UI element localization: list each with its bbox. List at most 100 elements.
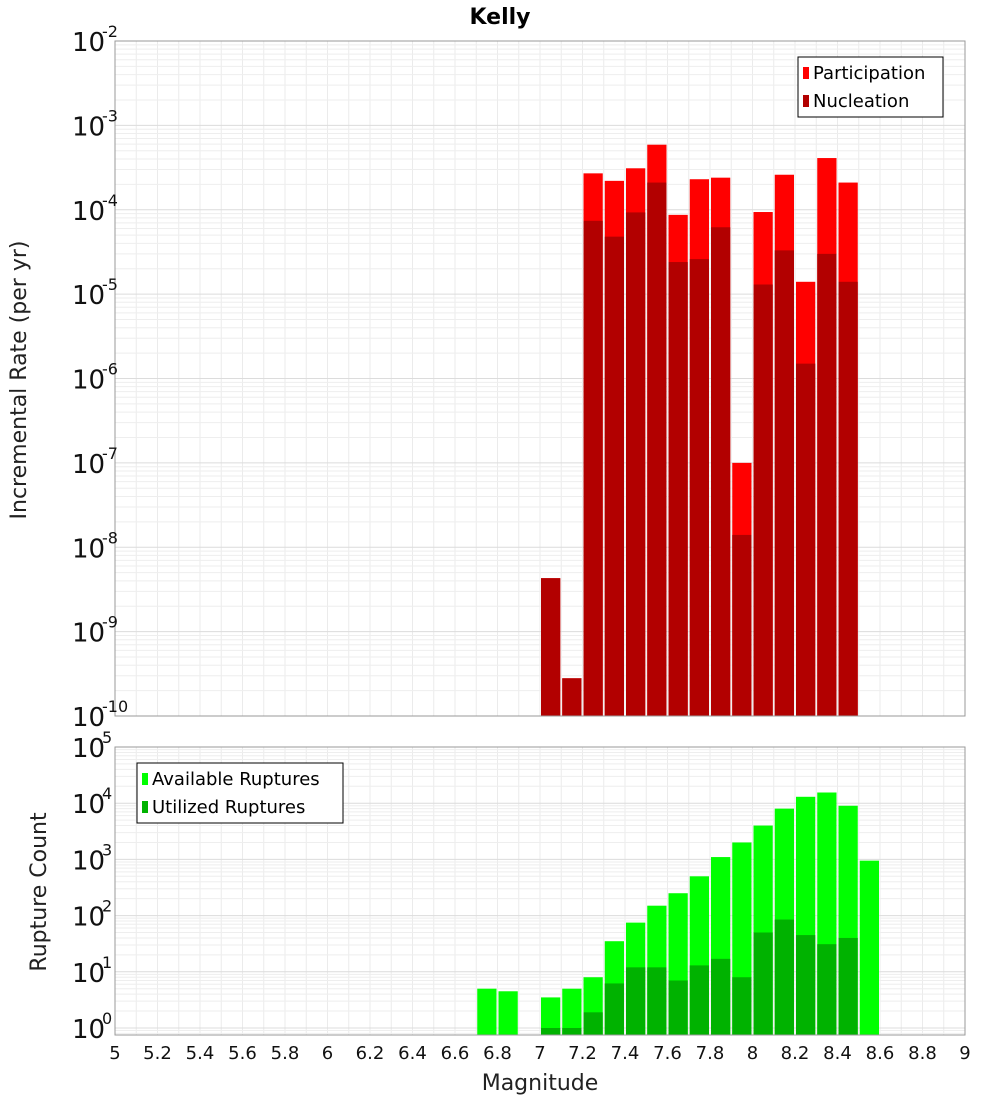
y-tick-exponent: 4 [102, 784, 112, 803]
y-tick-base: 10 [72, 959, 105, 989]
y-tick-base: 10 [72, 366, 105, 396]
bar-utilized-ruptures [562, 1027, 582, 1035]
y-tick-label: 10-10 [72, 697, 128, 733]
y-tick-base: 10 [72, 28, 105, 58]
x-tick-label: 6.2 [356, 1043, 385, 1064]
bar-utilized-ruptures [838, 937, 858, 1035]
bar-nucleation [604, 236, 624, 716]
bottom-plot-frame [114, 746, 966, 1036]
y-tick-label: 10-2 [72, 22, 118, 58]
bar-utilized-ruptures [626, 967, 646, 1035]
y-tick-label: 10-5 [72, 275, 118, 311]
y-tick-base: 10 [72, 1015, 105, 1045]
bar-nucleation [668, 262, 688, 716]
y-tick-base: 10 [72, 534, 105, 564]
bar-nucleation [689, 259, 709, 716]
bar-utilized-ruptures [774, 919, 794, 1035]
x-tick-label: 5.8 [271, 1043, 300, 1064]
bar-utilized-ruptures [583, 1012, 603, 1035]
bar-nucleation [817, 253, 837, 716]
bar-nucleation [732, 534, 752, 716]
y-tick-label: 10-7 [72, 444, 118, 480]
y-tick-exponent: -6 [102, 360, 118, 379]
x-tick-label: 6.8 [483, 1043, 512, 1064]
bar-nucleation [753, 284, 773, 716]
x-ticks: 5 5.2 5.4 5.6 5.8 6 6.2 6.4 6.6 6.8 7 7.2 7.4 7.6 7.8 8… [109, 1043, 970, 1064]
y-tick-base: 10 [72, 450, 105, 480]
y-tick-exponent: -2 [102, 22, 118, 41]
y-tick-label: 10-9 [72, 613, 118, 649]
legend-swatch [142, 801, 148, 813]
y-tick-base: 10 [72, 790, 105, 820]
bar-utilized-ruptures [711, 958, 731, 1035]
bar-utilized-ruptures [817, 944, 837, 1035]
y-tick-exponent: 5 [102, 728, 112, 747]
bar-utilized-ruptures [796, 935, 816, 1035]
legend-label: Participation [813, 63, 925, 84]
y-tick-label: 10-8 [72, 528, 118, 564]
legend-label: Nucleation [813, 91, 909, 112]
y-tick-base: 10 [72, 197, 105, 227]
x-tick-label: 7.4 [611, 1043, 640, 1064]
y-tick-base: 10 [72, 281, 105, 311]
y-tick-exponent: 1 [102, 953, 112, 972]
bar-nucleation [774, 250, 794, 717]
y-tick-exponent: 0 [102, 1009, 112, 1028]
bar-nucleation [541, 578, 561, 716]
y-tick-base: 10 [72, 846, 105, 876]
x-tick-label: 7 [534, 1043, 545, 1064]
bar-utilized-ruptures [541, 1027, 561, 1035]
legend-label: Utilized Ruptures [152, 797, 305, 818]
x-tick-label: 5.2 [143, 1043, 172, 1064]
y-tick-base: 10 [72, 734, 105, 764]
legend-box [136, 762, 344, 824]
x-tick-label: 8 [747, 1043, 758, 1064]
x-tick-label: 6.6 [441, 1043, 470, 1064]
bar-available-ruptures [562, 988, 582, 1035]
x-tick-label: 5 [109, 1043, 120, 1064]
y-tick-label: 105 [72, 728, 112, 764]
top-legend: Participation Nucleation [797, 56, 944, 118]
bar-utilized-ruptures [689, 965, 709, 1035]
x-tick-label: 7.6 [653, 1043, 682, 1064]
chart-title: Kelly [469, 5, 530, 30]
y-tick-exponent: -7 [102, 444, 118, 463]
bar-nucleation [838, 281, 858, 716]
y-tick-base: 10 [72, 112, 105, 142]
y-tick-exponent: -9 [102, 613, 118, 632]
x-tick-label: 6.4 [398, 1043, 427, 1064]
legend-swatch [142, 773, 148, 785]
y-tick-label: 10-3 [72, 106, 118, 142]
bar-utilized-ruptures [753, 932, 773, 1035]
y-tick-exponent: 3 [102, 840, 112, 859]
x-tick-label: 7.2 [568, 1043, 597, 1064]
legend-label: Available Ruptures [152, 769, 320, 790]
x-tick-label: 6 [322, 1043, 333, 1064]
y-tick-exponent: -5 [102, 275, 118, 294]
bottom-bars [477, 792, 879, 1035]
bottom-y-axis-label: Rupture Count [27, 812, 52, 972]
bar-nucleation [711, 227, 731, 716]
bar-utilized-ruptures [732, 977, 752, 1035]
top-plot-frame [114, 40, 966, 717]
bar-nucleation [583, 220, 603, 716]
legend-swatch [803, 95, 809, 107]
y-tick-exponent: -4 [102, 191, 118, 210]
y-tick-exponent: 2 [102, 897, 112, 916]
y-tick-label: 103 [72, 840, 112, 876]
bar-available-ruptures [477, 988, 497, 1035]
bar-available-ruptures [859, 860, 879, 1035]
top-y-axis-label: Incremental Rate (per yr) [7, 241, 32, 520]
bar-utilized-ruptures [668, 980, 688, 1035]
x-tick-label: 8.2 [781, 1043, 810, 1064]
y-tick-base: 10 [72, 903, 105, 933]
x-tick-label: 8.6 [866, 1043, 895, 1064]
bottom-legend: Available Ruptures Utilized Ruptures [136, 762, 344, 824]
bar-available-ruptures [498, 991, 518, 1035]
bar-utilized-ruptures [647, 967, 667, 1035]
x-tick-label: 8.8 [908, 1043, 937, 1064]
